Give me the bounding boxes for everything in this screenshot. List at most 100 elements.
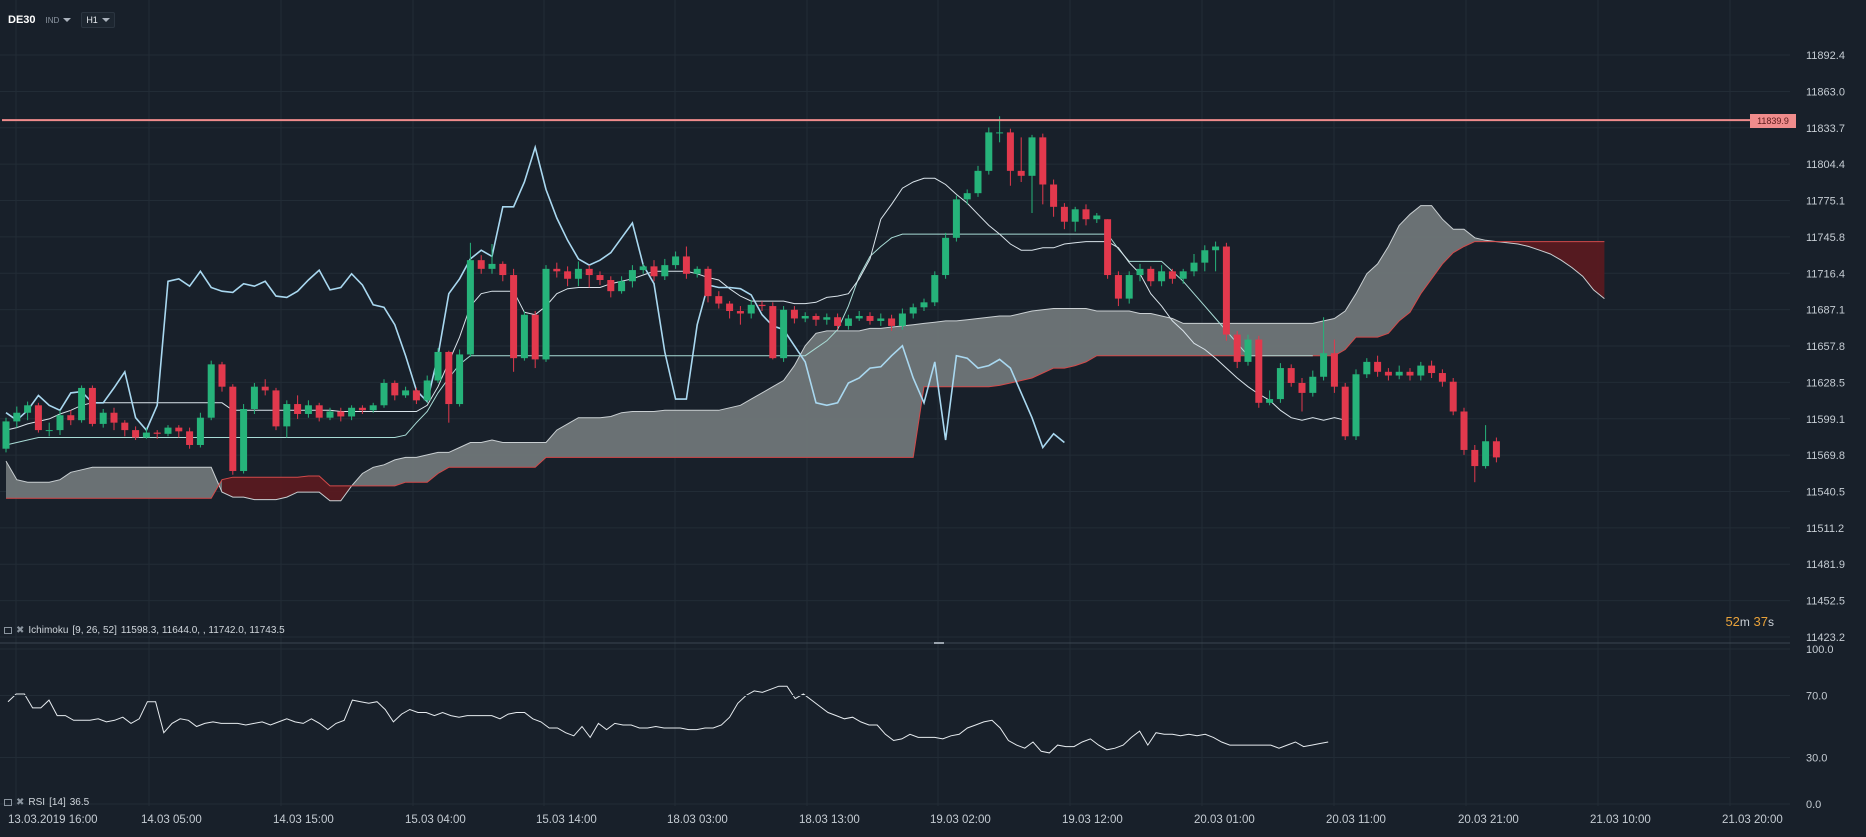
candle-bearish[interactable] <box>315 405 323 418</box>
candle-bullish[interactable] <box>823 317 831 320</box>
candle-bearish[interactable] <box>229 386 237 472</box>
candle-bearish[interactable] <box>261 386 269 391</box>
candle-bullish[interactable] <box>780 309 788 359</box>
candle-bullish[interactable] <box>801 315 809 319</box>
price-line-label[interactable]: 11839.9 <box>1750 114 1796 128</box>
candle-bullish[interactable] <box>240 409 248 472</box>
candle-bearish[interactable] <box>564 271 572 279</box>
candle-bearish[interactable] <box>1471 449 1479 467</box>
candle-bearish[interactable] <box>790 309 798 319</box>
candle-bullish[interactable] <box>1190 262 1198 272</box>
candle-bearish[interactable] <box>1255 339 1263 403</box>
candle-bullish[interactable] <box>996 132 1004 134</box>
candle-bullish[interactable] <box>1395 371 1403 376</box>
candle-bullish[interactable] <box>56 415 64 431</box>
candle-bearish[interactable] <box>1449 381 1457 412</box>
candle-bearish[interactable] <box>1082 209 1090 220</box>
timeframe-dropdown[interactable]: H1 <box>81 12 115 28</box>
candle-bearish[interactable] <box>866 315 874 321</box>
candle-bearish[interactable] <box>682 256 690 274</box>
candle-bullish[interactable] <box>520 314 528 359</box>
candle-bearish[interactable] <box>445 351 453 405</box>
candle-bullish[interactable] <box>693 268 701 274</box>
candle-bullish[interactable] <box>639 266 647 271</box>
candle-bullish[interactable] <box>1482 441 1490 467</box>
candle-bearish[interactable] <box>218 364 226 387</box>
candle-bullish[interactable] <box>423 380 431 401</box>
candle-bullish[interactable] <box>164 427 172 434</box>
candle-bearish[interactable] <box>1341 386 1349 437</box>
candle-bearish[interactable] <box>153 432 161 434</box>
candle-bullish[interactable] <box>24 405 32 413</box>
candle-bearish[interactable] <box>1039 137 1047 185</box>
candle-bearish[interactable] <box>1168 271 1176 279</box>
candle-bearish[interactable] <box>726 303 734 312</box>
candle-bearish[interactable] <box>110 412 118 423</box>
candle-bullish[interactable] <box>402 390 410 396</box>
candle-bearish[interactable] <box>1006 132 1014 171</box>
candle-bullish[interactable] <box>1201 250 1209 263</box>
candle-bullish[interactable] <box>672 256 680 266</box>
candle-bullish[interactable] <box>1352 374 1360 437</box>
candle-bullish[interactable] <box>877 318 885 321</box>
candle-bearish[interactable] <box>1298 382 1306 393</box>
settings-icon[interactable] <box>4 627 12 634</box>
candle-bullish[interactable] <box>1136 268 1144 276</box>
symbol-label[interactable]: DE30 <box>8 14 36 26</box>
candle-bearish[interactable] <box>888 318 896 326</box>
candle-bullish[interactable] <box>99 412 107 424</box>
candle-bearish[interactable] <box>736 311 744 314</box>
candle-bearish[interactable] <box>1050 184 1058 207</box>
candle-bullish[interactable] <box>207 364 215 418</box>
candle-bullish[interactable] <box>1158 271 1166 282</box>
candle-bullish[interactable] <box>326 411 334 418</box>
candle-bullish[interactable] <box>661 265 669 277</box>
close-icon[interactable]: ✖ <box>16 625 25 636</box>
candle-bullish[interactable] <box>542 268 550 360</box>
candle-bearish[interactable] <box>1428 365 1436 374</box>
candle-bullish[interactable] <box>963 193 971 200</box>
candle-bullish[interactable] <box>369 405 377 411</box>
candle-bullish[interactable] <box>2 421 10 449</box>
candle-bullish[interactable] <box>898 313 906 326</box>
candle-bearish[interactable] <box>499 263 507 276</box>
candle-bearish[interactable] <box>1287 368 1295 383</box>
candle-bearish[interactable] <box>175 427 183 432</box>
candle-bullish[interactable] <box>1266 399 1274 403</box>
candle-bearish[interactable] <box>531 314 539 360</box>
candle-bullish[interactable] <box>283 404 291 427</box>
candle-bearish[interactable] <box>812 315 820 320</box>
candle-bullish[interactable] <box>985 132 993 171</box>
candle-bullish[interactable] <box>434 351 442 381</box>
candle-bullish[interactable] <box>747 304 755 314</box>
candle-bearish[interactable] <box>1017 170 1025 176</box>
candle-bullish[interactable] <box>1071 209 1079 222</box>
candle-bullish[interactable] <box>78 387 86 421</box>
candle-bearish[interactable] <box>186 431 194 445</box>
candle-bearish[interactable] <box>1384 371 1392 376</box>
candle-bearish[interactable] <box>1492 441 1500 458</box>
candle-bearish[interactable] <box>1222 246 1230 335</box>
candle-bullish[interactable] <box>1093 215 1101 220</box>
candle-bullish[interactable] <box>952 199 960 238</box>
candle-bullish[interactable] <box>1309 376 1317 393</box>
candle-bearish[interactable] <box>758 304 766 307</box>
candle-bullish[interactable] <box>1028 137 1036 176</box>
candle-bearish[interactable] <box>1330 353 1338 387</box>
candle-bearish[interactable] <box>1374 361 1382 372</box>
price-axis[interactable]: 11892.4 11863.0 11833.7 11804.4 11775.1 11745… <box>1806 50 1845 644</box>
candle-bullish[interactable] <box>348 407 356 417</box>
instrument-type-dropdown[interactable]: IND <box>42 14 76 27</box>
candle-bullish[interactable] <box>1320 353 1328 377</box>
candle-bearish[interactable] <box>88 387 96 424</box>
candle-bullish[interactable] <box>618 281 626 292</box>
candle-bearish[interactable] <box>1114 275 1122 299</box>
candle-bullish[interactable] <box>1125 275 1133 299</box>
candle-bearish[interactable] <box>294 404 302 414</box>
candle-bearish[interactable] <box>769 306 777 359</box>
settings-icon[interactable] <box>4 799 12 806</box>
close-icon[interactable]: ✖ <box>16 797 25 808</box>
candle-bearish[interactable] <box>1104 219 1112 276</box>
candle-bullish[interactable] <box>974 170 982 194</box>
